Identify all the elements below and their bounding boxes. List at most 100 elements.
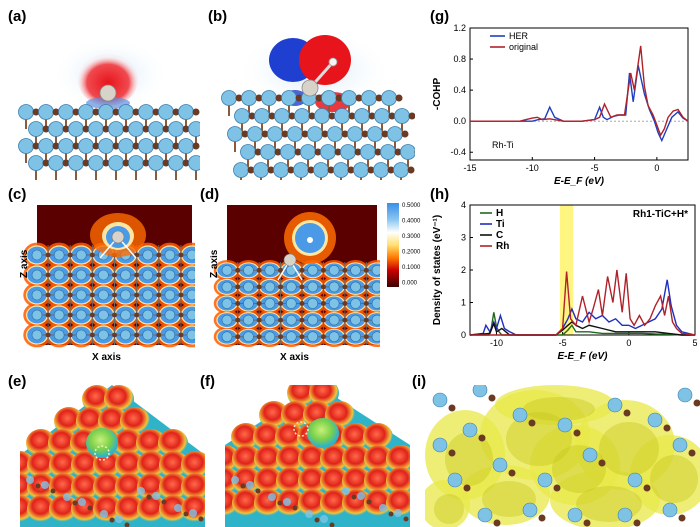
isosurface-shade [482,481,536,517]
surface-bump [254,445,284,473]
ti-atom [174,504,182,512]
panel-label-g: (g) [430,8,450,25]
surface-bump [276,445,306,473]
ti-atom [120,269,131,281]
c-atom [351,494,357,500]
surface-bump [54,407,84,435]
surface-bump [71,451,101,479]
ti-atom [677,387,693,403]
ti-atom [627,472,643,488]
c-atom [281,130,289,138]
ti-atom [78,104,94,120]
c-atom [178,272,184,278]
highlight-band [560,205,574,335]
y-tick-label: 2 [461,265,466,275]
c-atom [342,301,348,306]
ti-atom [283,498,291,506]
c-atom [463,484,471,492]
c-atom [32,108,40,116]
c-atom [363,334,369,340]
ti-atom [221,314,233,326]
c-atom [112,332,117,338]
ti-atom [354,108,370,124]
panel-label-c: (c) [8,186,27,203]
ti-atom [567,507,583,523]
c-atom [261,130,269,138]
rh-site-marker [94,445,110,461]
c-atom [183,511,189,517]
ti-atom [164,269,176,281]
ti-atom [31,249,43,261]
ti-atom [186,289,195,301]
isosurface-shade [445,432,493,486]
y-tick-label: 0.0 [453,116,466,126]
ti-atom [264,265,276,276]
ti-atom [328,314,340,326]
c-atom [32,142,40,150]
surface-bump [254,467,284,495]
c-atom [348,112,356,120]
y-tick-label: 1.2 [453,23,466,33]
ti-atom [98,104,114,120]
x-tick-label: -10 [526,163,539,173]
ti-atom [53,329,65,341]
ti-atom [68,121,84,137]
c-atom [156,292,162,298]
c-atom [388,511,394,517]
ti-atom [327,126,343,142]
colorbar-tick: 0.3000 [402,234,421,240]
ti-atom [31,289,43,301]
x-tick-label: -5 [559,338,567,348]
ti-atom [394,509,402,517]
surface-bump [386,467,410,495]
ti-atom [537,472,553,488]
c-atom [278,334,284,340]
ti-atom [31,329,43,341]
c-atom [335,94,343,102]
ti-atom [98,329,109,341]
c-atom [178,252,184,258]
colorbar-tick: 0.2000 [402,250,421,256]
ti-atom [137,487,145,495]
surface-bump [364,467,394,495]
surface-bump [386,489,410,517]
isosurface-shade [506,412,572,466]
c-atom [255,488,261,494]
c-atom [198,516,204,522]
c-atom [342,317,348,323]
c-atom [256,317,262,323]
colorbar-tick: 0.000 [402,281,418,287]
surface-bump [181,473,205,501]
ti-atom [462,422,478,438]
ti-atom [142,329,154,341]
charge-difference-a [18,37,200,180]
c-atom [394,148,402,156]
ti-atom [38,104,54,120]
ti-atom [371,314,380,326]
ti-atom [142,269,154,281]
ti-atom [607,397,623,413]
surface-bump [98,407,128,435]
c-atom [633,519,641,527]
ti-atom [128,155,144,171]
contour-map-c: Z axis X axis [20,205,195,363]
ti-atom [281,90,297,106]
c-atom [67,292,73,298]
ti-atom [168,155,184,171]
c-atom [156,272,162,278]
ti-atom [371,331,380,342]
c-atom [240,483,246,489]
c-atom [363,267,369,273]
ti-atom [307,298,319,309]
ti-atom [287,126,303,142]
c-atom [92,108,100,116]
surface-potential-e [20,385,205,527]
c-atom [408,112,415,120]
ti-atom [314,108,330,124]
c-atom [308,112,316,120]
h-atom [328,57,338,67]
surface-bump [137,473,167,501]
ti-atom [243,265,254,276]
colorbar-tick: 0.4000 [402,219,421,225]
surface-bump [181,451,205,479]
